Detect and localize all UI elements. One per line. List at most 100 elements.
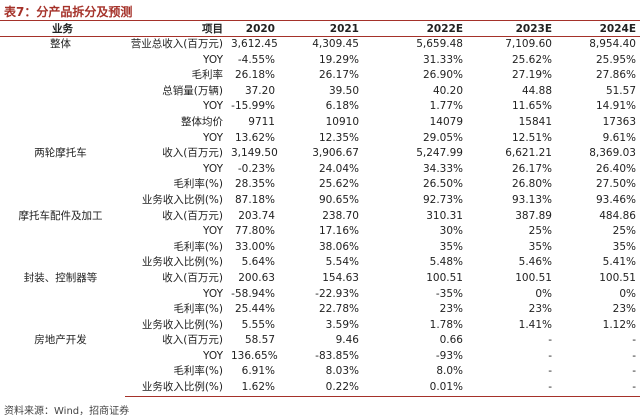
cell: 14.91% — [595, 100, 636, 113]
item-label: 营业总收入(百万元) — [130, 38, 223, 50]
table-row: 摩托车配件及加工 收入(百万元) 203.74 238.70 310.31 387.89 4… — [0, 209, 640, 225]
cell: 6.91% — [241, 365, 275, 378]
cell: 3,612.45 — [231, 38, 278, 50]
cell: 1.77% — [429, 100, 463, 113]
item-label: YOY — [203, 100, 223, 113]
cell: 58.57 — [244, 334, 275, 347]
cell: - — [632, 349, 636, 362]
table-row: 业务收入比例(%) 5.55% 3.59% 1.78% 1.41% 1.12% — [0, 318, 640, 334]
cell: 28.35% — [234, 178, 275, 191]
cell: 5,247.99 — [416, 147, 463, 160]
item-label: 毛利率 — [191, 69, 224, 82]
table-row: 房地产开发 收入(百万元) 58.57 9.46 0.66 - - — [0, 333, 640, 349]
column-header: 2020 — [227, 20, 279, 37]
item-label: 收入(百万元) — [162, 209, 223, 222]
cell: 310.31 — [426, 209, 463, 222]
cell: 387.89 — [515, 209, 552, 222]
group-label: 摩托车配件及加工 — [18, 209, 103, 222]
cell: - — [467, 380, 556, 397]
cell: 10910 — [325, 115, 359, 128]
cell: 27.50% — [595, 178, 636, 191]
cell: 22.78% — [318, 303, 359, 316]
cell: -83.85% — [315, 349, 359, 362]
cell: -15.99% — [231, 100, 275, 113]
column-header: 2022E — [363, 20, 467, 37]
cell: 13.62% — [234, 131, 275, 144]
cell: 5.54% — [325, 256, 359, 269]
cell: 0.01% — [363, 380, 467, 397]
cell: 35% — [528, 240, 552, 253]
column-header: 项目 — [125, 20, 227, 37]
cell: 24.04% — [318, 162, 359, 175]
cell: 34.33% — [422, 162, 463, 175]
cell: 154.63 — [322, 271, 359, 284]
cell: - — [556, 380, 640, 397]
cell: 6,621.21 — [505, 147, 552, 160]
cell: 17363 — [602, 115, 636, 128]
table-row: YOY -58.94% -22.93% -35% 0% 0% — [0, 287, 640, 303]
cell: 35% — [439, 240, 463, 253]
cell: 93.13% — [511, 193, 552, 206]
item-label: 业务收入比例(%) — [141, 256, 223, 269]
cell: 77.80% — [234, 225, 275, 238]
table-row: YOY -0.23% 24.04% 34.33% 26.17% 26.40% — [0, 162, 640, 178]
cell: 93.46% — [595, 193, 636, 206]
cell: 23% — [612, 303, 636, 316]
cell: 0.22% — [279, 380, 363, 397]
cell: 27.86% — [595, 69, 636, 82]
cell: 8,369.03 — [589, 147, 636, 160]
group-label: 房地产开发 — [34, 334, 87, 347]
column-header: 2023E — [467, 20, 556, 37]
item-label: 毛利率(%) — [173, 240, 223, 253]
table-row: 业务收入比例(%) 87.18% 90.65% 92.73% 93.13% 93.46% — [0, 193, 640, 209]
cell: -4.55% — [237, 53, 275, 66]
table-row: 毛利率(%) 25.44% 22.78% 23% 23% 23% — [0, 302, 640, 318]
cell: 25.95% — [595, 53, 636, 66]
cell: 23% — [528, 303, 552, 316]
cell: 40.20 — [432, 84, 463, 97]
item-label: 总销量(万辆) — [162, 84, 223, 97]
item-label: YOY — [203, 287, 223, 300]
cell: 1.12% — [602, 318, 636, 331]
table-row: YOY -15.99% 6.18% 1.77% 11.65% 14.91% — [0, 99, 640, 115]
data-table: 业务 项目 2020 2021 2022E 2023E 2024E 整体 营业总收入(百万元)… — [0, 20, 640, 397]
cell: 100.51 — [599, 271, 636, 284]
table-row: 毛利率(%) 33.00% 38.06% 35% 35% 35% — [0, 240, 640, 256]
cell: 87.18% — [234, 193, 275, 206]
cell: 5.64% — [241, 256, 275, 269]
cell: 26.40% — [595, 162, 636, 175]
cell: 29.05% — [422, 131, 463, 144]
cell: -35% — [435, 287, 463, 300]
header-row: 业务 项目 2020 2021 2022E 2023E 2024E — [0, 20, 640, 37]
cell: 1.62% — [227, 380, 279, 397]
item-label: 业务收入比例(%) — [141, 193, 223, 206]
cell: 25% — [612, 225, 636, 238]
cell: -22.93% — [315, 287, 359, 300]
cell: 9.46 — [335, 334, 359, 347]
table-row: 毛利率(%) 28.35% 25.62% 26.50% 26.80% 27.50% — [0, 177, 640, 193]
group-label: 封装、控制器等 — [23, 271, 98, 284]
cell: 0% — [535, 287, 552, 300]
cell: 8.0% — [436, 365, 463, 378]
cell: - — [548, 365, 552, 378]
cell: 12.51% — [511, 131, 552, 144]
cell: 26.80% — [511, 178, 552, 191]
cell: 31.33% — [422, 53, 463, 66]
cell: 9.61% — [602, 131, 636, 144]
cell: 35% — [612, 240, 636, 253]
cell: 200.63 — [238, 271, 275, 284]
table-row: 整体均价 9711 10910 14079 15841 17363 — [0, 115, 640, 131]
cell: 203.74 — [238, 209, 275, 222]
cell: 5.48% — [429, 256, 463, 269]
cell: 1.41% — [518, 318, 552, 331]
table-row: 业务收入比例(%) 5.64% 5.54% 5.48% 5.46% 5.41% — [0, 255, 640, 271]
table-row: 总销量(万辆) 37.20 39.50 40.20 44.88 51.57 — [0, 84, 640, 100]
table-title: 表7：分产品拆分及预测 — [4, 5, 133, 19]
table-row: 毛利率(%) 6.91% 8.03% 8.0% - - — [0, 364, 640, 380]
cell: 5.55% — [241, 318, 275, 331]
cell: 19.29% — [318, 53, 359, 66]
table-row: 两轮摩托车 收入(百万元) 3,149.50 3,906.67 5,247.99 6,62… — [0, 146, 640, 162]
cell: 136.65% — [231, 349, 278, 362]
item-label: YOY — [203, 162, 223, 175]
